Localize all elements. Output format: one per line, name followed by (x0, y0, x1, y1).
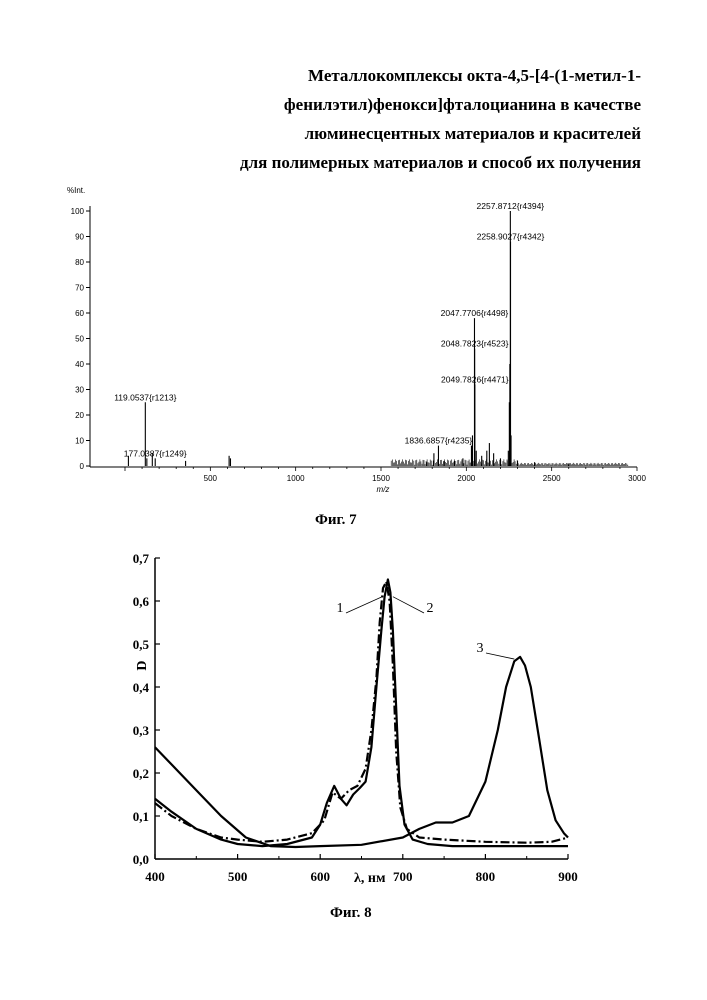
fig8-y-label: D (135, 660, 150, 670)
fig7-peak-label: 2258.9027{r4342} (477, 232, 545, 242)
fig7-y-tick-label: 100 (71, 207, 85, 216)
fig8-caption: Фиг. 8 (330, 905, 372, 922)
title-line-4: для полимерных материалов и способ их по… (240, 153, 641, 173)
fig7-peak-label: 119.0537{r1213} (114, 392, 176, 402)
fig8-leader-line (393, 597, 424, 613)
fig7-x-tick-label: 1000 (287, 474, 305, 483)
fig8-curve-label: 2 (427, 601, 434, 616)
fig8-x-tick-label: 500 (228, 869, 248, 884)
fig8-y-tick-label: 0,0 (133, 852, 149, 867)
fig7-peak-label: 1836.6857{r4235} (405, 436, 473, 446)
fig7-y-tick-label: 20 (75, 411, 84, 420)
title-line-2: фенилэтил)фенокси]фталоцианина в качеств… (284, 95, 641, 115)
fig8-x-tick-label: 700 (393, 869, 413, 884)
absorption-spectra-chart: 0,0 0,1 0,2 0,3 0,4 0,5 0,6 0,7 400 500 600 700 800 9… (0, 545, 707, 895)
fig7-x-tick-label: 2500 (543, 474, 561, 483)
fig8-y-tick-label: 0,5 (133, 637, 150, 652)
fig7-y-tick-label: 0 (80, 462, 85, 471)
fig8-x-tick-label: 400 (145, 869, 165, 884)
fig7-y-tick-label: 70 (75, 284, 84, 293)
fig7-peak-label: 177.0387{r1249} (124, 448, 187, 458)
fig7-y-tick-label: 30 (75, 386, 84, 395)
fig8-x-tick-label: 900 (558, 869, 578, 884)
fig7-peak-label: 2257.8712{r4394} (477, 201, 545, 211)
mass-spectrum-chart: %Int. m/z 0 10 20 30 40 50 60 70 80 90 100 500 1000 150… (0, 185, 707, 505)
fig8-y-tick-label: 0,3 (133, 723, 150, 738)
fig8-y-tick-label: 0,4 (133, 680, 150, 695)
fig7-y-tick-label: 10 (75, 437, 84, 446)
fig7-y-tick-label: 80 (75, 258, 84, 267)
fig8-y-tick-label: 0,6 (133, 594, 150, 609)
fig8-x-tick-label: 800 (476, 869, 496, 884)
fig7-x-label: m/z (377, 485, 390, 494)
fig8-curve-label: 1 (337, 601, 344, 616)
fig7-peak-label: 2048.7823{r4523} (441, 339, 509, 349)
fig7-x-tick-label: 500 (204, 474, 218, 483)
fig7-peak-label: 2049.7826{r4471} (441, 374, 509, 384)
fig8-series-2 (155, 580, 568, 847)
fig7-x-tick-label: 1500 (372, 474, 390, 483)
title-line-3: люминесцентных материалов и красителей (305, 124, 641, 144)
fig7-y-tick-label: 60 (75, 309, 84, 318)
fig7-y-tick-label: 90 (75, 233, 84, 242)
fig7-y-tick-label: 50 (75, 335, 84, 344)
fig8-leader-line (486, 653, 514, 659)
fig8-x-tick-label: 600 (310, 869, 330, 884)
fig8-y-tick-label: 0,1 (133, 809, 149, 824)
fig8-x-label: λ, нм (354, 871, 386, 886)
fig7-x-tick-label: 2000 (457, 474, 475, 483)
fig8-leader-line (346, 597, 382, 613)
fig7-caption: Фиг. 7 (315, 512, 357, 529)
fig8-y-tick-label: 0,7 (133, 551, 150, 566)
title-line-1: Металлокомплексы окта-4,5-[4-(1-метил-1- (308, 66, 641, 86)
fig7-y-tick-label: 40 (75, 360, 84, 369)
fig7-y-label: %Int. (67, 186, 85, 195)
fig8-series-3 (155, 657, 568, 847)
fig8-y-tick-label: 0,2 (133, 766, 149, 781)
fig8-curve-label: 3 (477, 641, 484, 656)
fig8-series-1 (155, 582, 568, 843)
fig7-peak-label: 2047.7706{r4498} (441, 308, 509, 318)
fig7-x-tick-label: 3000 (628, 474, 646, 483)
